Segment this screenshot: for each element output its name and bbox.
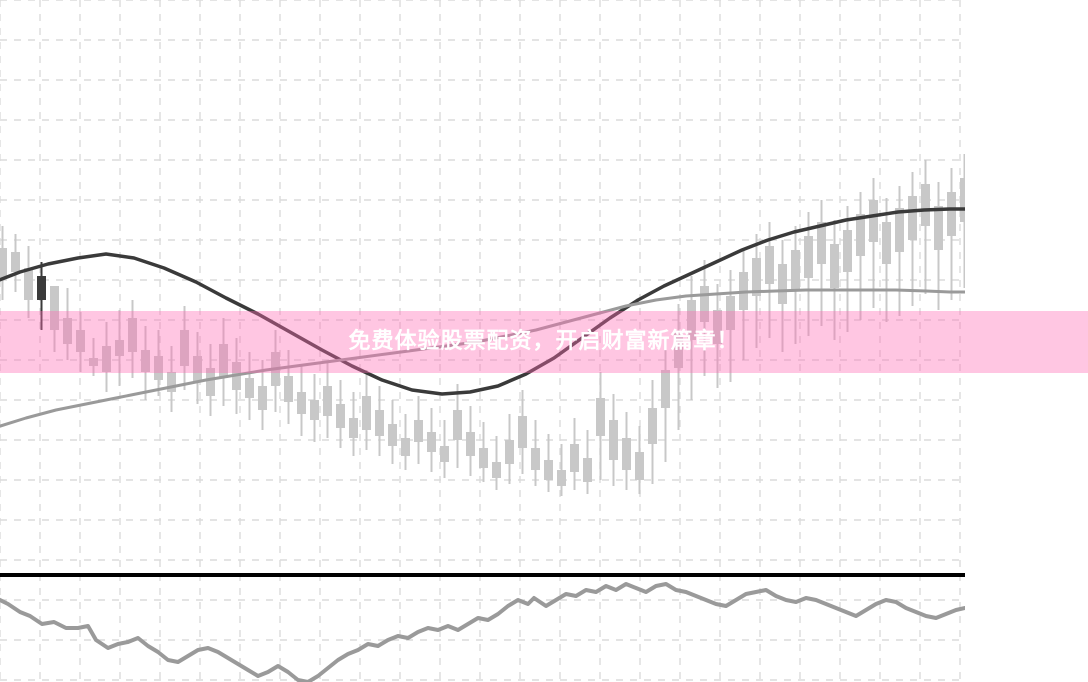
panel-separator [0,573,965,577]
price-panel [0,154,965,496]
promo-banner-text: 免费体验股票配资，开启财富新篇章！ [348,329,740,354]
candlestick-series [0,154,965,496]
indicator-panel [0,582,965,682]
moving-average-lines [0,207,965,428]
promo-banner[interactable]: 免费体验股票配资，开启财富新篇章！ [0,311,1088,373]
chart-gridlines [0,0,965,682]
